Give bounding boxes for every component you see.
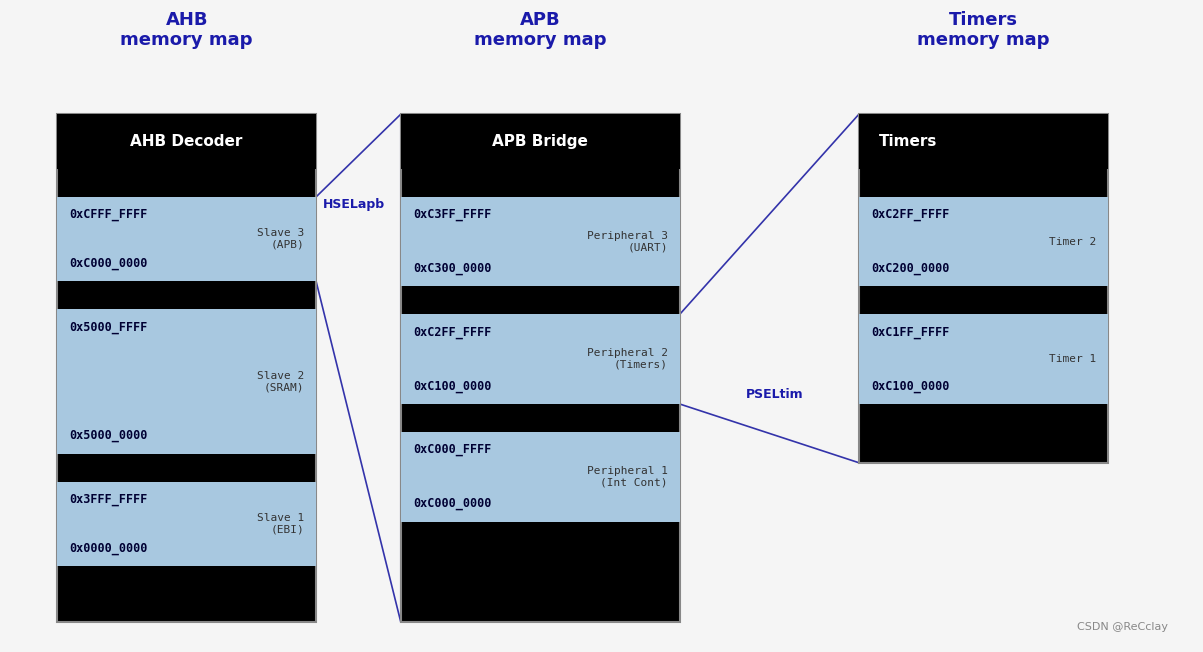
Text: APB
memory map: APB memory map (474, 10, 606, 50)
FancyBboxPatch shape (58, 114, 316, 169)
FancyBboxPatch shape (401, 197, 680, 286)
Text: CSDN @ReCclay: CSDN @ReCclay (1077, 622, 1168, 632)
FancyBboxPatch shape (401, 314, 680, 404)
FancyBboxPatch shape (401, 114, 680, 169)
FancyBboxPatch shape (401, 432, 680, 522)
FancyBboxPatch shape (58, 482, 316, 567)
Text: Timer 2: Timer 2 (1049, 237, 1096, 246)
Text: Slave 3
(APB): Slave 3 (APB) (257, 228, 304, 250)
FancyBboxPatch shape (859, 114, 1108, 169)
FancyBboxPatch shape (859, 314, 1108, 404)
Text: 0xC3FF_FFFF: 0xC3FF_FFFF (413, 208, 491, 221)
Text: 0xC000_0000: 0xC000_0000 (413, 497, 491, 510)
FancyBboxPatch shape (859, 197, 1108, 286)
Text: 0xC2FF_FFFF: 0xC2FF_FFFF (871, 208, 949, 221)
Text: 0xC2FF_FFFF: 0xC2FF_FFFF (413, 326, 491, 339)
Text: 0x3FFF_FFFF: 0x3FFF_FFFF (69, 493, 148, 506)
Text: 0xC000_FFFF: 0xC000_FFFF (413, 443, 491, 456)
FancyBboxPatch shape (58, 310, 316, 454)
Text: Timers: Timers (879, 134, 937, 149)
FancyBboxPatch shape (58, 114, 316, 622)
Text: Peripheral 3
(UART): Peripheral 3 (UART) (587, 231, 668, 252)
Text: 0xCFFF_FFFF: 0xCFFF_FFFF (69, 208, 148, 221)
FancyBboxPatch shape (859, 114, 1108, 463)
Text: 0xC100_0000: 0xC100_0000 (871, 379, 949, 393)
Text: APB Bridge: APB Bridge (492, 134, 588, 149)
Text: 0xC300_0000: 0xC300_0000 (413, 262, 491, 275)
Text: Slave 2
(SRAM): Slave 2 (SRAM) (257, 371, 304, 393)
Text: HSELapb: HSELapb (322, 198, 385, 211)
Text: PSELtim: PSELtim (746, 387, 804, 400)
Text: 0x5000_0000: 0x5000_0000 (69, 430, 148, 442)
Text: Peripheral 1
(Int Cont): Peripheral 1 (Int Cont) (587, 466, 668, 488)
Text: 0x5000_FFFF: 0x5000_FFFF (69, 321, 148, 334)
Text: Slave 1
(EBI): Slave 1 (EBI) (257, 513, 304, 535)
Text: AHB Decoder: AHB Decoder (130, 134, 243, 149)
Text: 0xC1FF_FFFF: 0xC1FF_FFFF (871, 326, 949, 339)
Text: 0xC000_0000: 0xC000_0000 (69, 257, 148, 270)
Text: 0xC200_0000: 0xC200_0000 (871, 262, 949, 275)
Text: 0x0000_0000: 0x0000_0000 (69, 542, 148, 555)
FancyBboxPatch shape (401, 114, 680, 622)
Text: AHB
memory map: AHB memory map (120, 10, 253, 50)
Text: Timers
memory map: Timers memory map (917, 10, 1050, 50)
Text: 0xC100_0000: 0xC100_0000 (413, 379, 491, 393)
FancyBboxPatch shape (58, 197, 316, 282)
Text: Peripheral 2
(Timers): Peripheral 2 (Timers) (587, 348, 668, 370)
Text: Timer 1: Timer 1 (1049, 354, 1096, 364)
